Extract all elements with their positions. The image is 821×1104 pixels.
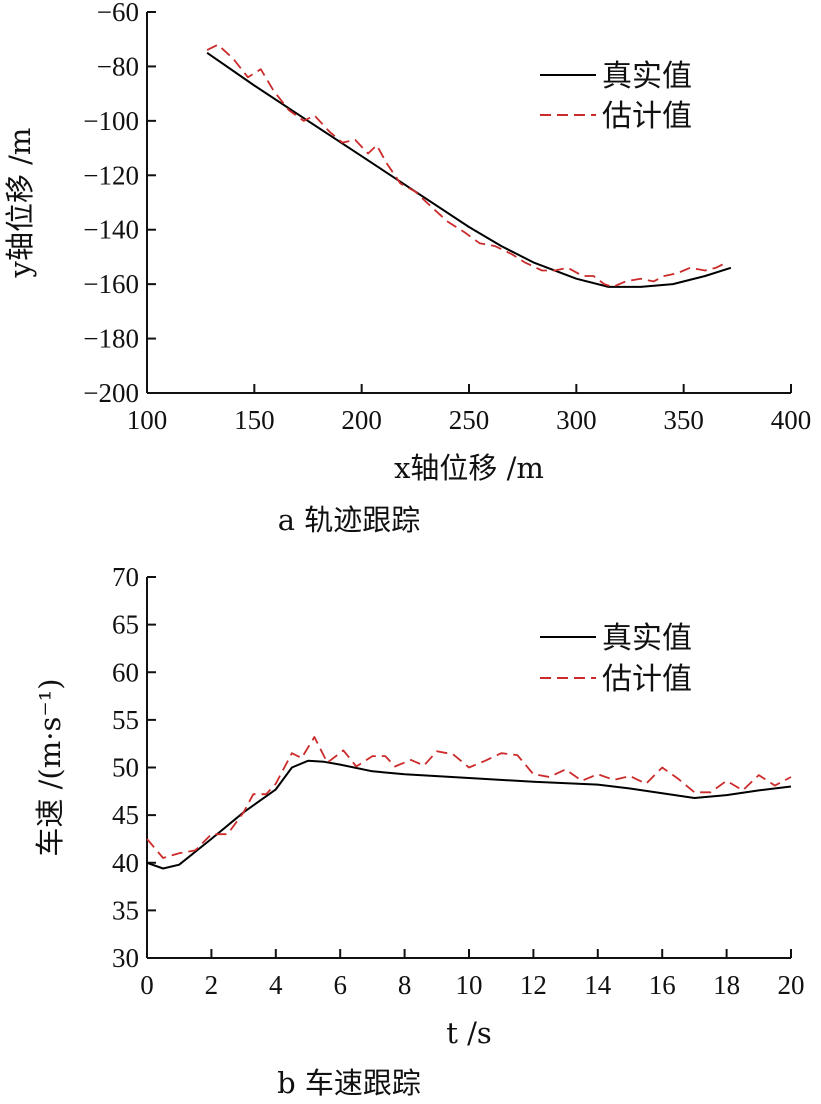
y-tick-label: 70: [112, 562, 139, 592]
x-tick-label: 300: [556, 405, 597, 435]
legend-label: 真实值: [602, 59, 692, 94]
series-line-true: [146, 759, 792, 870]
chart-a: 100 150 200 250 300 350 400 −200 −180 −160 −140 −12…: [3, 0, 811, 537]
x-tick-label: 8: [398, 970, 412, 1000]
x-tick-label: 12: [520, 970, 547, 1000]
y-tick-label: −180: [83, 324, 139, 354]
chart-caption: a 轨迹跟踪: [278, 503, 421, 537]
series-line-estimate: [146, 736, 792, 859]
x-tick-label: 6: [333, 970, 347, 1000]
x-tick-label: 250: [449, 405, 490, 435]
chart-caption: b 车速跟踪: [277, 1066, 421, 1100]
series-line-true: [206, 51, 732, 288]
legend-label: 估计值: [602, 99, 692, 134]
y-tick-label: −160: [83, 269, 139, 299]
x-tick-label: 400: [771, 405, 812, 435]
legend-label: 估计值: [602, 662, 692, 697]
x-tick-label: 10: [456, 970, 483, 1000]
y-axis-label: 车速 /(m·s⁻¹): [33, 678, 67, 856]
y-tick-label: −60: [97, 0, 139, 27]
x-tick-label: 150: [234, 405, 275, 435]
chart-b: 0 2 4 6 8 10 12 14 16 18 20 30 35 40 45 50 55 60 65 70 真实值估计…: [33, 562, 805, 1100]
y-tick-label: 60: [112, 657, 139, 687]
x-tick-label: 4: [269, 970, 283, 1000]
y-tick-label: −120: [83, 160, 139, 190]
x-tick-label: 16: [649, 970, 676, 1000]
y-tick-label: 35: [112, 895, 139, 925]
x-axis-label: t /s: [446, 1016, 492, 1050]
y-tick-label: −80: [97, 51, 139, 81]
y-tick-label: 55: [112, 705, 139, 735]
x-tick-label: 0: [140, 970, 154, 1000]
y-tick-label: 40: [112, 848, 139, 878]
x-tick-label: 2: [205, 970, 219, 1000]
y-tick-label: 50: [112, 753, 139, 783]
y-tick-label: 45: [112, 800, 139, 830]
legend-label: 真实值: [602, 621, 692, 656]
x-tick-label: 350: [663, 405, 704, 435]
y-tick-label: −100: [83, 106, 139, 136]
x-tick-label: 18: [713, 970, 740, 1000]
y-axis-label: y轴位移 /m: [3, 128, 37, 279]
y-tick-label: −200: [83, 378, 139, 408]
y-tick-label: 30: [112, 943, 139, 973]
x-tick-label: 14: [584, 970, 612, 1000]
y-tick-label: −140: [83, 215, 139, 245]
y-tick-label: 65: [112, 610, 139, 640]
x-tick-label: 200: [341, 405, 382, 435]
x-axis-label: x轴位移 /m: [394, 451, 544, 485]
x-tick-label: 100: [127, 405, 168, 435]
x-tick-label: 20: [778, 970, 805, 1000]
